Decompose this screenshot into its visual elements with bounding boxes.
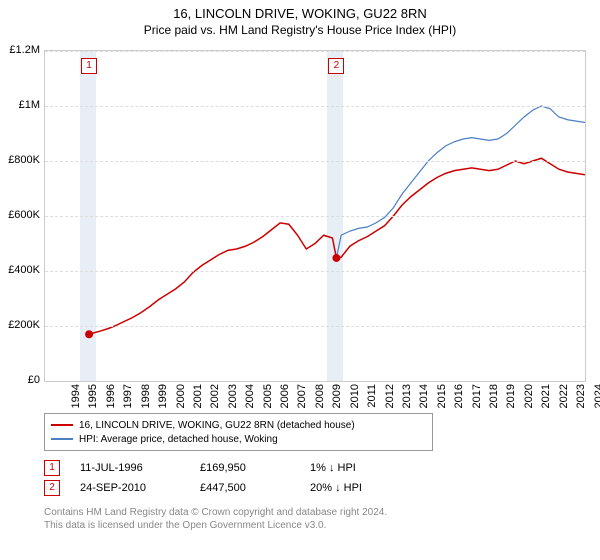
transaction-price: £447,500 xyxy=(200,482,310,494)
transaction-marker-dot xyxy=(85,330,93,338)
footer-line-1: Contains HM Land Registry data © Crown c… xyxy=(44,506,387,519)
x-axis-label: 2009 xyxy=(331,384,343,414)
x-axis-label: 2008 xyxy=(314,384,326,414)
transaction-diff: 1% ↓ HPI xyxy=(310,462,430,474)
x-axis-label: 2017 xyxy=(471,384,483,414)
transaction-marker-label: 2 xyxy=(328,58,344,74)
footer-line-2: This data is licensed under the Open Gov… xyxy=(44,519,387,532)
x-axis-label: 2014 xyxy=(418,384,430,414)
chart-title: 16, LINCOLN DRIVE, WOKING, GU22 8RN xyxy=(0,0,600,21)
y-axis-label: £0 xyxy=(28,374,40,386)
legend-swatch xyxy=(51,424,73,426)
y-axis-label: £200K xyxy=(8,319,40,331)
x-axis-label: 2024 xyxy=(593,384,600,414)
y-axis-label: £1.2M xyxy=(9,44,40,56)
transaction-marker-dot xyxy=(332,254,340,262)
x-axis-label: 2020 xyxy=(523,384,535,414)
x-axis-label: 1994 xyxy=(70,384,82,414)
transaction-date: 24-SEP-2010 xyxy=(80,482,200,494)
x-axis-label: 1999 xyxy=(157,384,169,414)
chart-subtitle: Price paid vs. HM Land Registry's House … xyxy=(0,21,600,41)
x-axis-label: 1998 xyxy=(140,384,152,414)
x-axis-label: 2003 xyxy=(227,384,239,414)
legend-item: 16, LINCOLN DRIVE, WOKING, GU22 8RN (det… xyxy=(51,418,426,432)
y-axis-label: £400K xyxy=(8,264,40,276)
x-axis-label: 2006 xyxy=(279,384,291,414)
legend-label: 16, LINCOLN DRIVE, WOKING, GU22 8RN (det… xyxy=(79,420,355,431)
x-axis-label: 2019 xyxy=(505,384,517,414)
x-axis-label: 2001 xyxy=(192,384,204,414)
x-axis-label: 2018 xyxy=(488,384,500,414)
x-axis-label: 2005 xyxy=(262,384,274,414)
x-axis-label: 2000 xyxy=(175,384,187,414)
legend-item: HPI: Average price, detached house, Woki… xyxy=(51,432,426,446)
transaction-row: 1 11-JUL-1996£169,9501% ↓ HPI xyxy=(44,458,430,478)
transaction-date: 11-JUL-1996 xyxy=(80,462,200,474)
transaction-table: 1 11-JUL-1996£169,9501% ↓ HPI 2 24-SEP-2010… xyxy=(44,458,430,498)
x-axis-label: 2021 xyxy=(540,384,552,414)
x-axis-label: 1997 xyxy=(122,384,134,414)
x-axis-label: 2004 xyxy=(244,384,256,414)
x-axis-label: 2023 xyxy=(575,384,587,414)
chart-plot-area xyxy=(44,50,586,382)
legend-swatch xyxy=(51,438,73,440)
x-axis-label: 2012 xyxy=(384,384,396,414)
x-axis-label: 2022 xyxy=(558,384,570,414)
x-axis-label: 2013 xyxy=(401,384,413,414)
legend-label: HPI: Average price, detached house, Woki… xyxy=(79,434,278,445)
series-hpi xyxy=(336,106,585,258)
transaction-index: 2 xyxy=(44,480,60,496)
y-axis-label: £1M xyxy=(19,99,40,111)
x-axis-label: 2010 xyxy=(349,384,361,414)
footer-attribution: Contains HM Land Registry data © Crown c… xyxy=(44,506,387,532)
transaction-price: £169,950 xyxy=(200,462,310,474)
transaction-marker-label: 1 xyxy=(81,58,97,74)
x-axis-label: 1996 xyxy=(105,384,117,414)
transaction-row: 2 24-SEP-2010£447,50020% ↓ HPI xyxy=(44,478,430,498)
transaction-index: 1 xyxy=(44,460,60,476)
x-axis-label: 2002 xyxy=(209,384,221,414)
x-axis-label: 2016 xyxy=(453,384,465,414)
x-axis-label: 2007 xyxy=(296,384,308,414)
legend-box: 16, LINCOLN DRIVE, WOKING, GU22 8RN (det… xyxy=(44,413,433,451)
x-axis-label: 1995 xyxy=(87,384,99,414)
y-axis-label: £800K xyxy=(8,154,40,166)
x-axis-label: 2015 xyxy=(436,384,448,414)
x-axis-label: 2011 xyxy=(366,384,378,414)
y-axis-label: £600K xyxy=(8,209,40,221)
transaction-diff: 20% ↓ HPI xyxy=(310,482,430,494)
series-price_paid xyxy=(89,158,585,334)
